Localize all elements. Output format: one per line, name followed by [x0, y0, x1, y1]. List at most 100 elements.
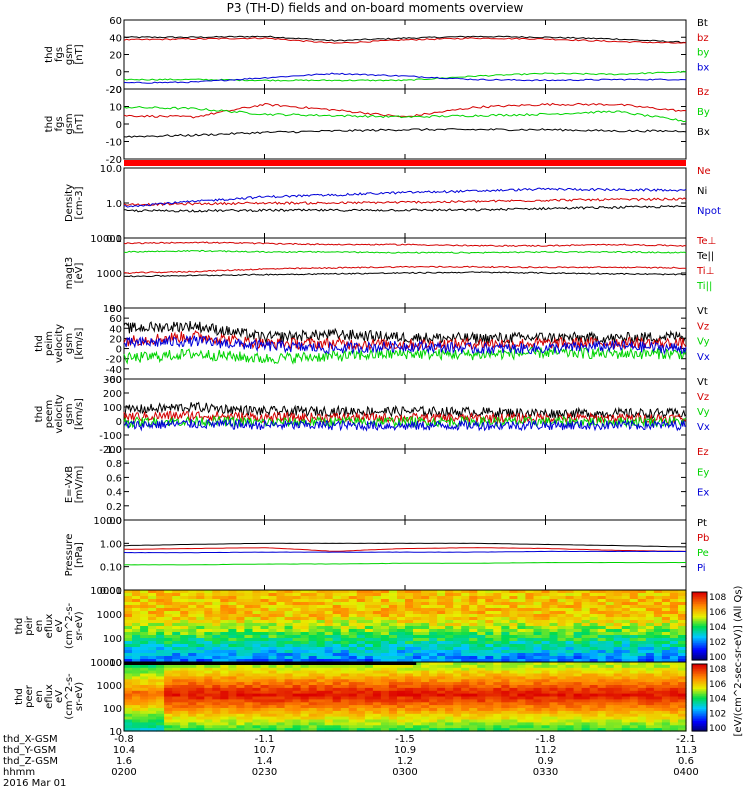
spectrogram-cell	[372, 596, 382, 600]
spectrogram-cell	[324, 623, 334, 627]
spectrogram-cell	[661, 629, 671, 633]
spectrogram-cell	[364, 596, 374, 600]
spectrogram-cell	[284, 611, 294, 615]
spectrogram-cell	[204, 702, 213, 706]
spectrogram-cell	[172, 650, 181, 654]
colorbar-cell	[692, 704, 707, 707]
spectrogram-cell	[220, 593, 229, 597]
spectrogram-cell	[292, 599, 302, 603]
series-Npot	[123, 187, 687, 208]
spectrogram-cell	[228, 635, 237, 639]
spectrogram-cell	[413, 687, 422, 692]
spectrogram-cell	[621, 614, 631, 618]
spectrogram-cell	[148, 713, 157, 718]
spectrogram-cell	[678, 682, 687, 686]
spectrogram-cell	[485, 710, 494, 715]
spectrogram-cell	[653, 635, 663, 639]
spectrogram-cell	[372, 590, 382, 594]
colorbar-cell	[692, 610, 707, 613]
spectrogram-cell	[541, 596, 551, 600]
spectrogram-cell	[421, 590, 430, 594]
spectrogram-cell	[228, 699, 237, 703]
spectrogram-cell	[541, 599, 551, 603]
spectrogram-cell	[140, 650, 149, 654]
spectrogram-cell	[533, 682, 543, 686]
spectrogram-cell	[356, 664, 366, 669]
spectrogram-cell	[597, 611, 607, 615]
spectrogram-cell	[645, 620, 655, 624]
spectrogram-cell	[324, 670, 334, 675]
spectrogram-cell	[501, 638, 510, 642]
spectrogram-cell	[557, 708, 567, 712]
spectrogram-cell	[356, 596, 366, 600]
legend-Pe: Pe	[697, 548, 709, 559]
spectrogram-cell	[196, 641, 205, 645]
spectrogram-cell	[236, 659, 245, 663]
spectrogram-cell	[340, 611, 350, 615]
spectrogram-cell	[204, 611, 213, 615]
series-By	[123, 105, 687, 123]
spectrogram-cell	[204, 638, 213, 642]
spectrogram-cell	[124, 638, 133, 642]
spectrogram-cell	[140, 690, 149, 695]
spectrogram-cell	[405, 650, 414, 654]
spectrogram-cell	[380, 605, 390, 609]
spectrogram-cell	[429, 676, 438, 680]
spectrogram-cell	[557, 644, 567, 648]
spectrogram-cell	[605, 685, 615, 689]
spectrogram-cell	[364, 608, 374, 612]
spectrogram-cell	[204, 690, 213, 695]
spectrogram-cell	[140, 696, 149, 700]
spectrogram-cell	[252, 708, 262, 712]
spectrogram-cell	[669, 716, 679, 721]
spectrogram-cell	[268, 632, 278, 636]
spectrogram-cell	[669, 602, 679, 606]
spectrogram-cell	[461, 653, 470, 657]
spectrogram-cell	[188, 685, 197, 689]
spectrogram-cell	[324, 653, 334, 657]
spectrogram-cell	[477, 626, 486, 630]
spectrogram-cell	[533, 638, 543, 642]
spectrogram-cell	[533, 635, 543, 639]
spectrogram-cell	[493, 696, 502, 700]
spectrogram-cell	[340, 673, 350, 677]
spectrogram-cell	[388, 719, 398, 723]
spectrogram-cell	[645, 644, 655, 648]
spectrogram-cell	[565, 623, 575, 627]
spectrogram-cell	[132, 620, 141, 624]
spectrogram-cell	[164, 708, 173, 712]
colorbar-tick: 108	[709, 665, 726, 675]
spectrogram-cell	[324, 659, 334, 663]
spectrogram-cell	[501, 620, 510, 624]
spectrogram-cell	[661, 662, 671, 666]
spectrogram-cell	[549, 664, 559, 669]
spectrogram-cell	[645, 662, 655, 666]
footer-value: 11.3	[675, 745, 697, 756]
spectrogram-cell	[388, 693, 398, 698]
spectrogram-cell	[453, 673, 462, 677]
spectrogram-cell	[661, 641, 671, 645]
spectrogram-cell	[252, 676, 262, 680]
spectrogram-cell	[541, 676, 551, 680]
spectrogram-cell	[597, 599, 607, 603]
spectrogram-cell	[164, 599, 173, 603]
spectrogram-cell	[332, 679, 342, 683]
spectrogram-cell	[292, 638, 302, 642]
spectrogram-cell	[244, 590, 253, 594]
spectrogram-cell	[461, 632, 470, 636]
spectrogram-cell	[188, 617, 197, 621]
spectrogram-cell	[252, 690, 262, 695]
spectrogram-cell	[124, 710, 133, 715]
spectrogram-cell	[356, 713, 366, 718]
spectrogram-cell	[637, 629, 647, 633]
spectrogram-cell	[581, 638, 591, 642]
spectrogram-cell	[252, 629, 262, 633]
spectrogram-cell	[156, 696, 165, 700]
spectrogram-cell	[413, 653, 422, 657]
spectrogram-cell	[581, 667, 591, 672]
spectrogram-cell	[276, 623, 286, 627]
spectrogram-cell	[565, 664, 575, 669]
spectrogram-cell	[453, 710, 462, 715]
spectrogram-cell	[164, 713, 173, 718]
spectrogram-cell	[308, 617, 318, 621]
